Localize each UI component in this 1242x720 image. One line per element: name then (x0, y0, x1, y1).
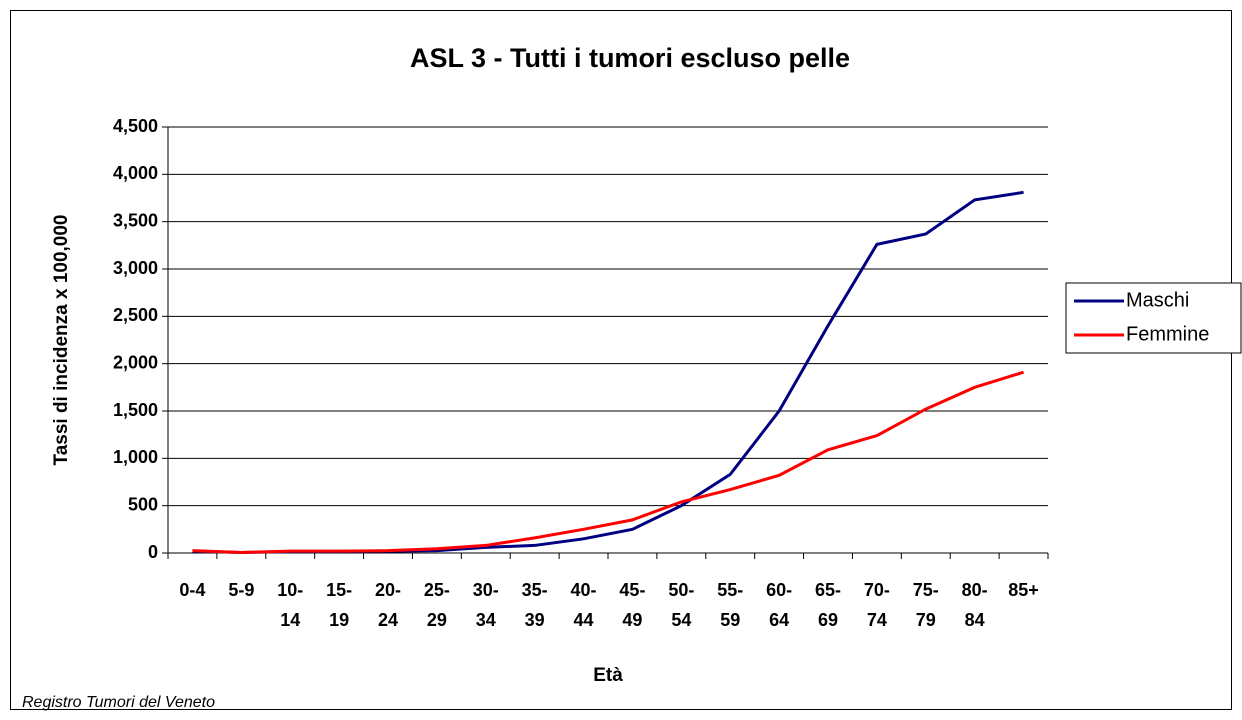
legend-box (1065, 282, 1242, 354)
x-tick-group: 20-24 (374, 580, 401, 630)
x-tick-group: 85+ (1008, 580, 1039, 600)
x-axis-label: Età (593, 665, 623, 686)
x-tick-label: 30-34 (472, 580, 499, 630)
x-tick-label: 0-4 (179, 580, 206, 600)
y-tick-label: 1,000 (113, 447, 158, 467)
x-tick-group: 60-64 (766, 580, 793, 630)
x-tick-label: 75-79 (912, 580, 939, 630)
source-note: Registro Tumori del Veneto (22, 694, 215, 711)
x-tick-label: 10-14 (277, 580, 304, 630)
y-tick-label: 500 (128, 494, 158, 514)
legend-label: Maschi (1126, 289, 1189, 311)
x-tick-label: 85+ (1008, 580, 1039, 600)
x-tick-label: 15-19 (326, 580, 353, 630)
x-tick-label: 35-39 (521, 580, 548, 630)
x-tick-label: 70-74 (863, 580, 890, 630)
data-line (192, 370, 1025, 555)
y-axis-label: Tassi di incidenza x 100,000 (51, 215, 72, 466)
x-tick-group: 5-9 (228, 580, 255, 600)
x-tick-group: 30-34 (472, 580, 499, 630)
x-tick-label: 5-9 (228, 580, 255, 600)
y-tick-label: 4,000 (113, 163, 158, 183)
x-tick-group: 25-29 (423, 580, 450, 630)
x-tick-group: 35-39 (521, 580, 548, 630)
x-tick-group: 75-79 (912, 580, 939, 630)
chart-title: ASL 3 - Tutti i tumori escluso pelle (410, 43, 850, 73)
x-tick-group: 0-4 (179, 580, 206, 600)
x-tick-group: 40-44 (570, 580, 597, 630)
x-tick-label: 80-84 (961, 580, 988, 630)
legend-label: Femmine (1126, 323, 1209, 345)
y-tick-label: 2,000 (113, 352, 158, 372)
y-tick-label: 3,500 (113, 210, 158, 230)
x-tick-group: 15-19 (326, 580, 353, 630)
x-tick-label: 50-54 (668, 580, 695, 630)
x-tick-group: 45-49 (619, 580, 646, 630)
y-tick-label: 3,000 (113, 258, 158, 278)
y-tick-label: 0 (148, 542, 158, 562)
x-tick-group: 50-54 (668, 580, 695, 630)
x-tick-group: 70-74 (863, 580, 890, 630)
x-tick-group: 65-69 (814, 580, 841, 630)
x-tick-label: 60-64 (766, 580, 793, 630)
y-tick-label: 1,500 (113, 400, 158, 420)
y-tick-label: 4,500 (113, 116, 158, 136)
x-tick-label: 20-24 (374, 580, 401, 630)
x-tick-label: 55-59 (717, 580, 744, 630)
x-tick-label: 45-49 (619, 580, 646, 630)
x-tick-label: 25-29 (423, 580, 450, 630)
y-tick-label: 2,500 (113, 305, 158, 325)
x-tick-group: 55-59 (717, 580, 744, 630)
x-tick-label: 40-44 (570, 580, 597, 630)
x-tick-group: 10-14 (277, 580, 304, 630)
x-tick-group: 80-84 (961, 580, 988, 630)
x-tick-label: 65-69 (814, 580, 841, 630)
